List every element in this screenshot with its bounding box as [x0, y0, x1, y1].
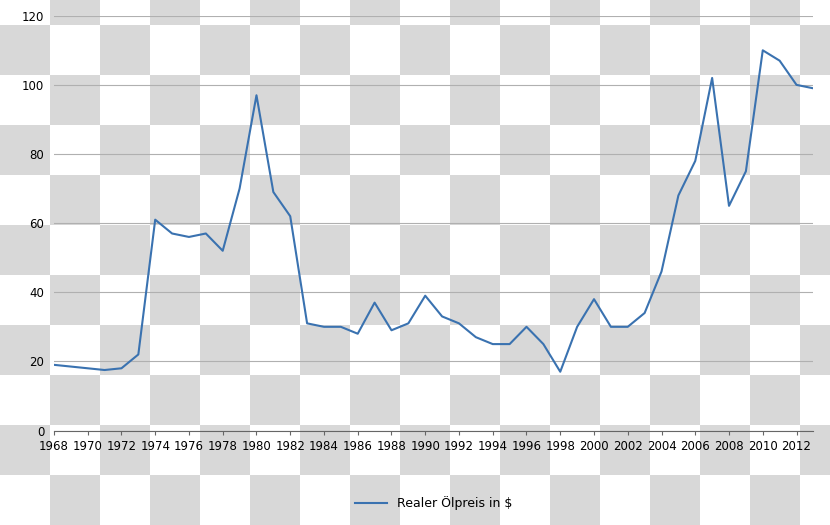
Legend: Realer Ölpreis in $: Realer Ölpreis in $ [350, 491, 517, 516]
